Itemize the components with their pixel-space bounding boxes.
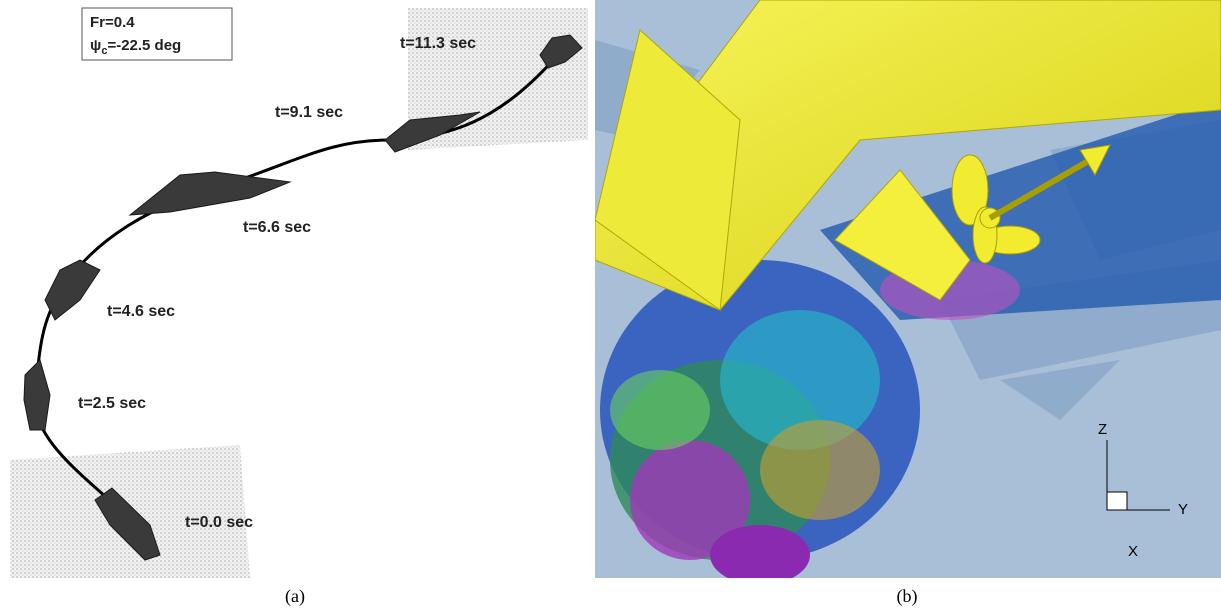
- time-label: t=11.3 sec: [400, 35, 476, 52]
- time-label: t=9.1 sec: [275, 104, 343, 121]
- figure: Fr=0.4 ψc=-22.5 deg t=11.3 sec t=9.1 sec…: [0, 0, 1221, 610]
- x-axis-label: X: [1128, 543, 1138, 560]
- panel-a: Fr=0.4 ψc=-22.5 deg t=11.3 sec t=9.1 sec…: [10, 8, 588, 578]
- z-axis-label: Z: [1098, 421, 1107, 438]
- time-label: t=0.0 sec: [185, 514, 253, 531]
- heading-symbol: ψ: [90, 37, 101, 54]
- time-label: t=2.5 sec: [78, 395, 146, 412]
- time-label: t=6.6 sec: [243, 219, 311, 236]
- y-axis-label: Y: [1178, 501, 1188, 518]
- heading-value: =-22.5 deg: [107, 37, 181, 54]
- caption: (a): [285, 586, 305, 607]
- caption: (b): [897, 586, 918, 607]
- page: Fr=0.4 ψc=-22.5 deg t=11.3 sec t=9.1 sec…: [0, 0, 1221, 610]
- panel-b: Z Y X: [595, 0, 1221, 585]
- time-label: t=4.6 sec: [107, 303, 175, 320]
- froude-number: Fr=0.4: [90, 14, 135, 31]
